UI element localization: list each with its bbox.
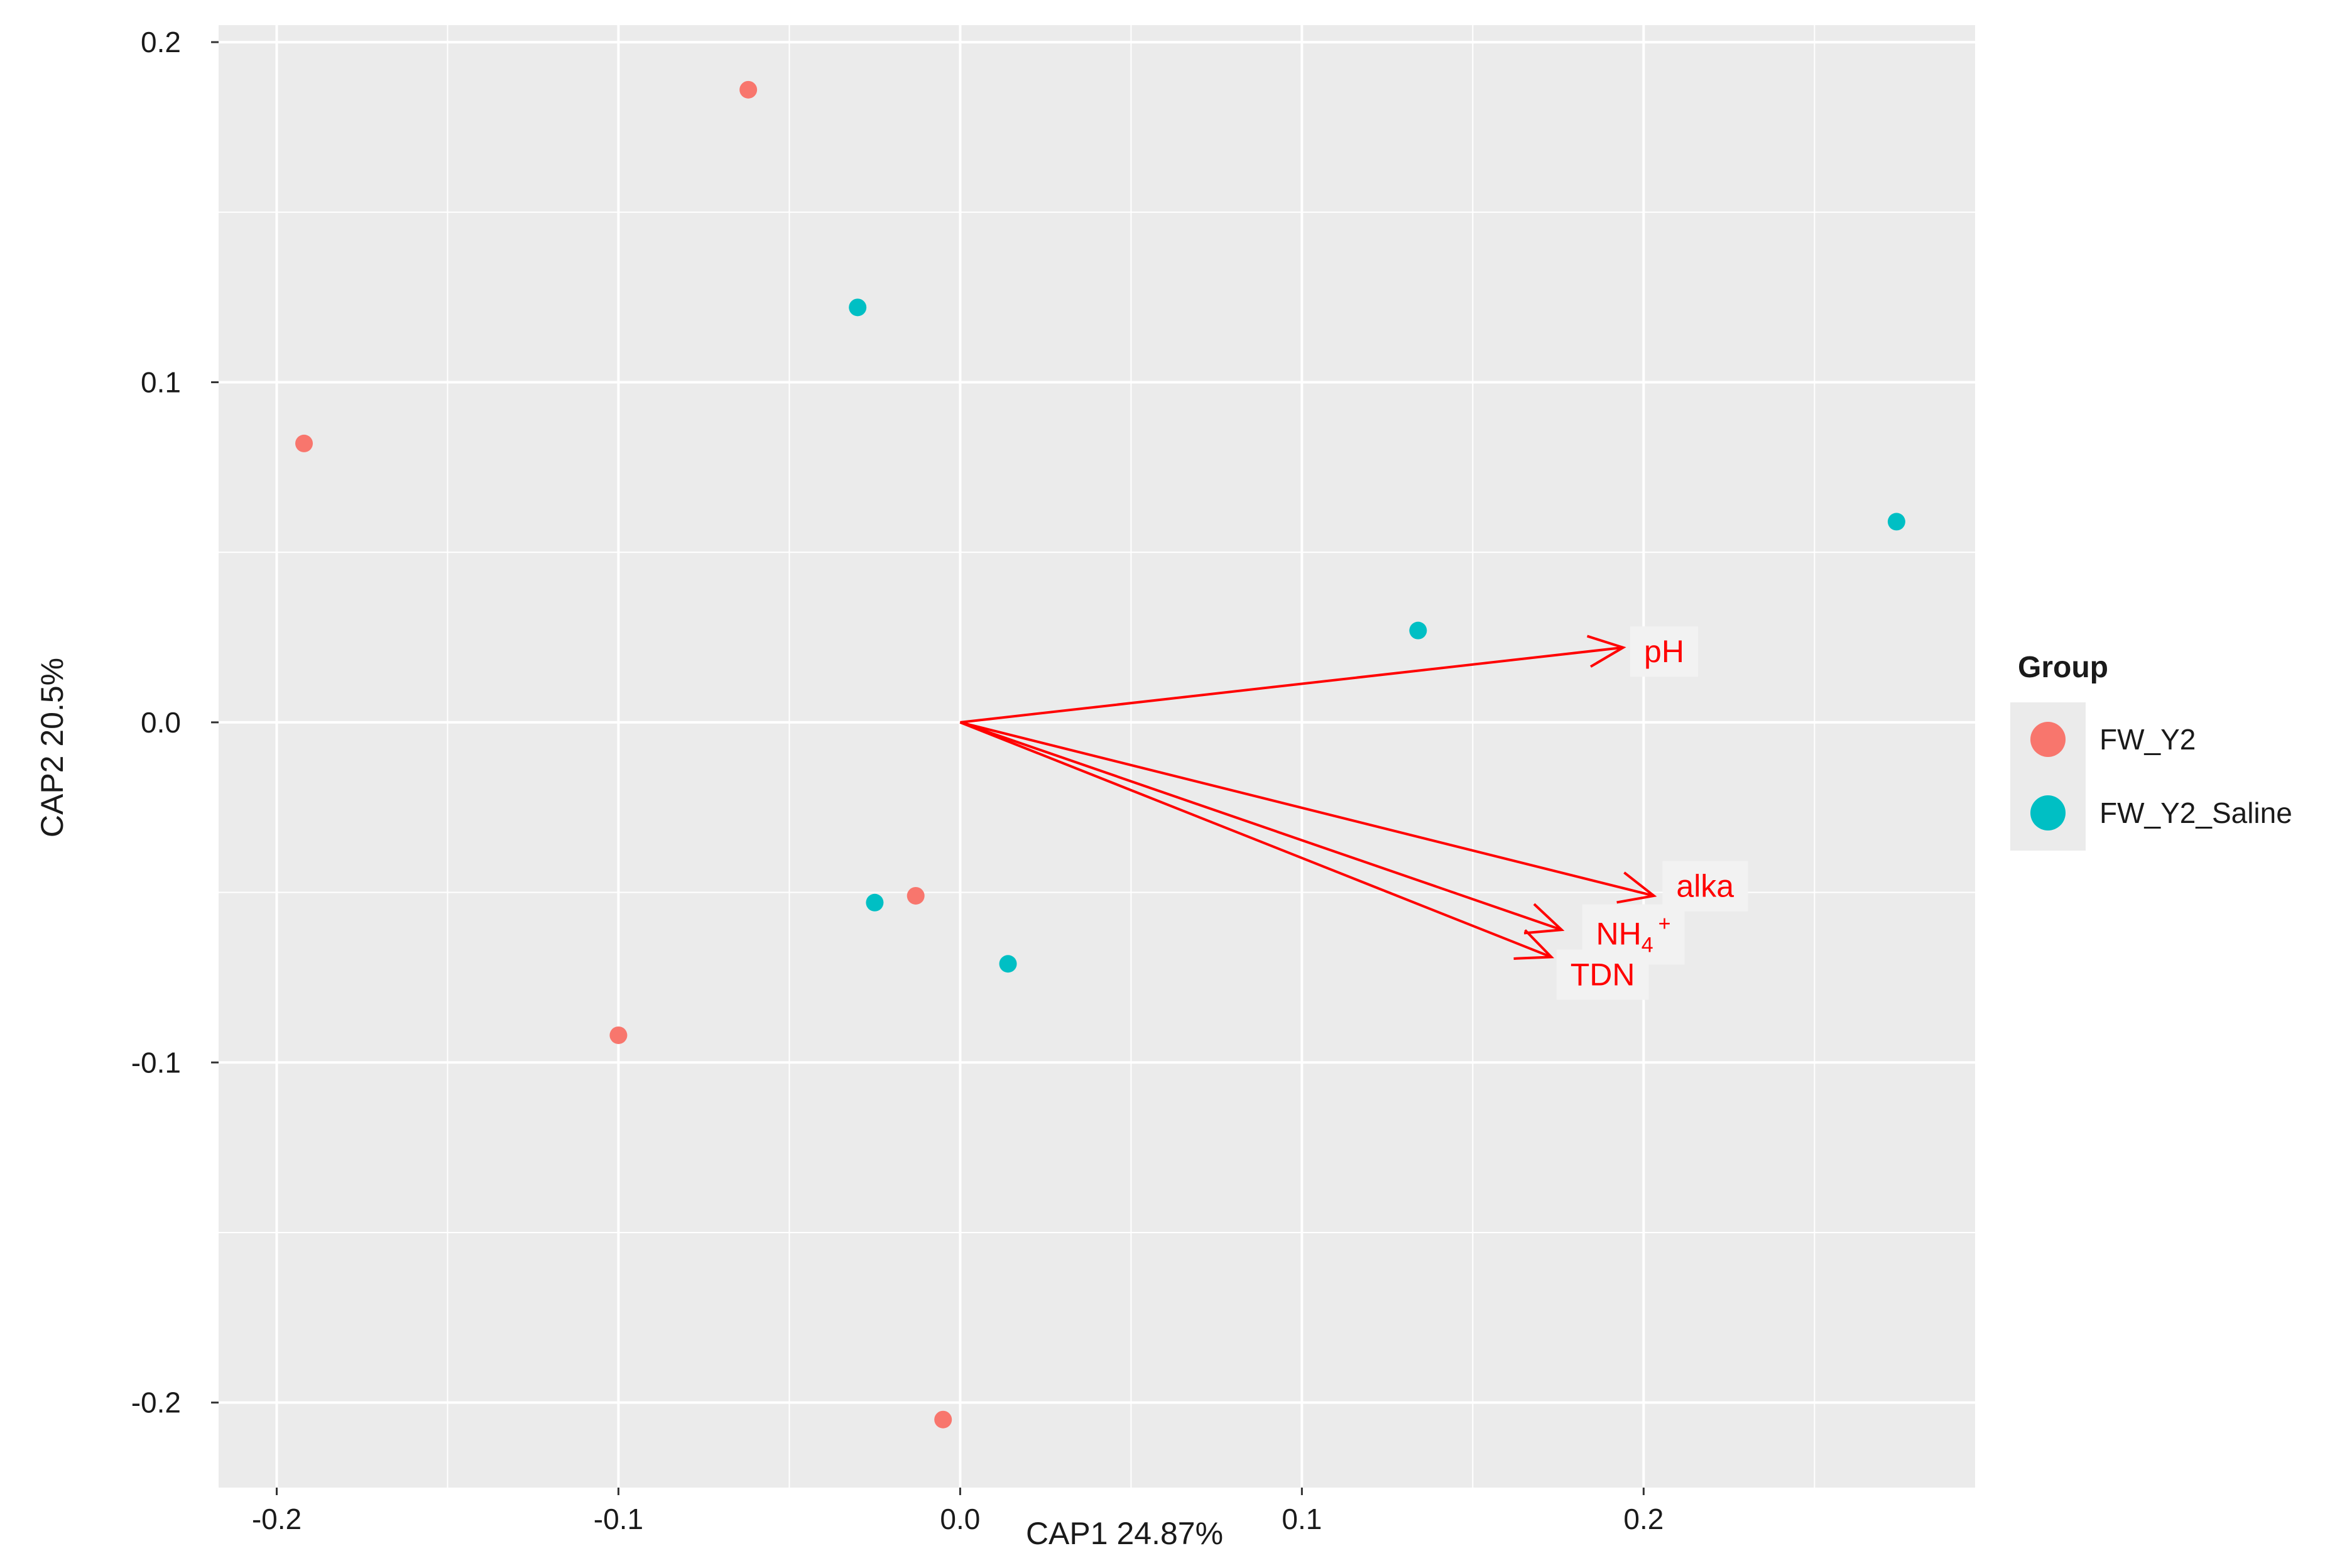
vector-nh4-line (959, 721, 1562, 932)
point-fw-y2-saline (866, 893, 884, 912)
vector-label-superscript: + (1658, 912, 1671, 936)
environmental-vectors (959, 634, 1657, 960)
vector-label-background (1662, 861, 1748, 912)
x-tick-label: 0.1 (1282, 1503, 1322, 1535)
vector-label-ph: pH (1644, 634, 1684, 669)
y-axis-title: CAP2 20.5% (35, 658, 70, 837)
x-axis-tick-labels: -0.2 -0.1 0.0 0.1 0.2 (252, 1503, 1664, 1535)
major-gridlines (219, 25, 1975, 1488)
vector-label-background (1556, 949, 1649, 1000)
vector-alka-arrowhead (1616, 871, 1657, 904)
sample-points (295, 80, 1905, 1429)
point-fw-y2-saline (999, 955, 1017, 973)
legend-key-fw-y2 (2030, 722, 2066, 757)
point-fw-y2 (295, 434, 313, 452)
legend-label-fw-y2-saline: FW_Y2_Saline (2099, 797, 2292, 829)
x-tick-label: -0.2 (252, 1503, 302, 1535)
y-axis-tick-labels: -0.2 -0.1 0.0 0.1 0.2 (131, 26, 181, 1419)
y-tick-label: -0.2 (131, 1386, 181, 1419)
vector-ph-line (960, 646, 1623, 724)
vector-tdn-line (959, 721, 1552, 959)
vector-label-tdn: TDN (1571, 957, 1635, 992)
point-fw-y2 (739, 80, 758, 99)
x-tick-label: -0.1 (594, 1503, 643, 1535)
legend-label-fw-y2: FW_Y2 (2099, 723, 2196, 756)
vector-label-backgrounds (1556, 626, 1748, 1000)
point-fw-y2 (934, 1410, 952, 1429)
vector-tdn-arrowhead (1513, 929, 1555, 960)
x-tick-label: 0.2 (1623, 1503, 1664, 1535)
vector-alka-line (959, 721, 1655, 897)
vector-label-subscript: 4 (1642, 934, 1653, 957)
point-fw-y2 (907, 886, 925, 905)
y-tick-label: 0.1 (141, 366, 181, 398)
vector-label-background (1630, 626, 1698, 677)
point-fw-y2-saline (1887, 513, 1905, 531)
x-tick-label: 0.0 (940, 1503, 980, 1535)
vector-ph-arrowhead (1586, 634, 1626, 668)
axis-ticks (211, 41, 1645, 1495)
x-axis-title: CAP1 24.87% (1026, 1516, 1223, 1551)
point-fw-y2-saline (849, 298, 867, 317)
y-tick-label: -0.1 (131, 1046, 181, 1079)
point-fw-y2 (609, 1026, 628, 1044)
legend-title: Group (2018, 651, 2108, 684)
legend: Group FW_Y2 FW_Y2_Saline (2010, 651, 2292, 851)
vector-label-nh4: NH4+ (1596, 912, 1671, 957)
y-tick-label: 0.2 (141, 26, 181, 58)
vector-nh4-arrowhead (1523, 903, 1565, 935)
legend-key-fw-y2-saline (2030, 795, 2066, 830)
vector-label-alka: alka (1676, 869, 1734, 904)
y-tick-label: 0.0 (141, 706, 181, 739)
point-fw-y2-saline (1409, 621, 1427, 640)
